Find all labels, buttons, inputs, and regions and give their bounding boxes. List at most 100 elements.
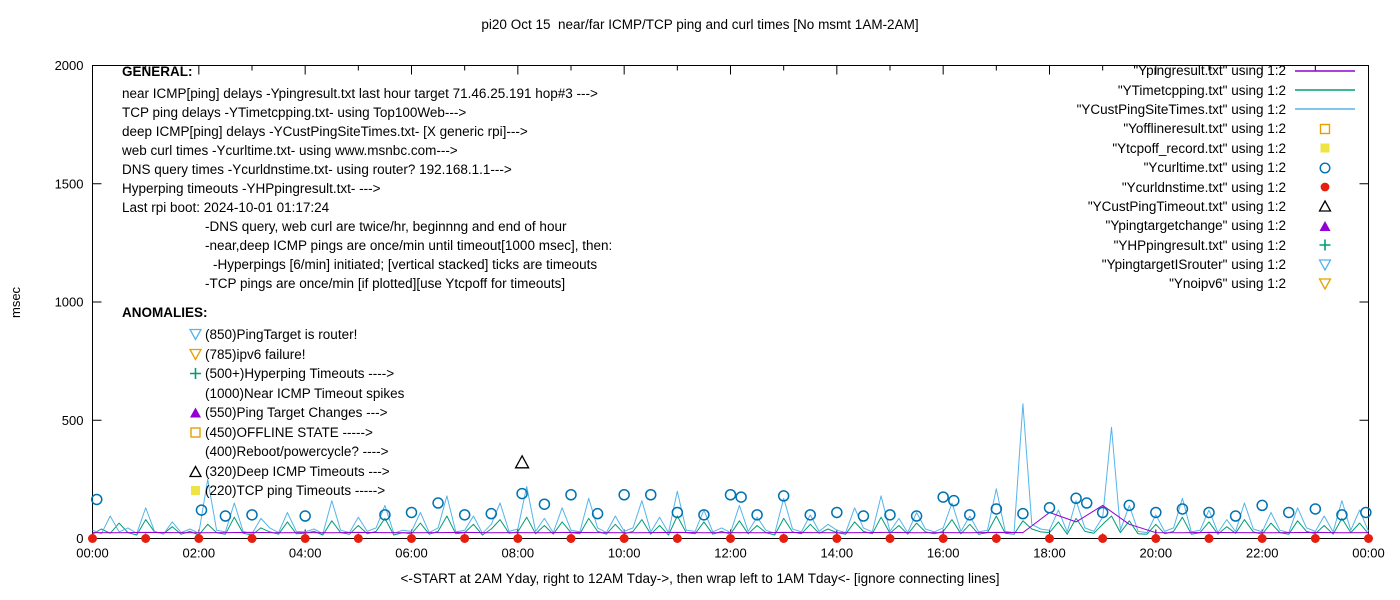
x-tick-label: 10:00 <box>608 546 641 561</box>
general-line: Hyperping timeouts -YHPpingresult.txt- -… <box>122 181 381 196</box>
legend-entry: "YCustPingSiteTimes.txt" using 1:2 <box>1077 100 1356 119</box>
anomaly-item: (500+)Hyperping Timeouts ----> <box>188 364 404 384</box>
anomaly-item: (850)PingTarget is router! <box>188 325 404 345</box>
plus-icon <box>188 367 205 380</box>
anomaly-text: (785)ipv6 failure! <box>205 346 306 362</box>
triangle-open-icon <box>1294 199 1356 213</box>
triangle-open-icon <box>188 464 205 478</box>
legend-entry: "Ypingtargetchange" using 1:2 <box>1077 216 1356 235</box>
legend-entry: "Ycurltime.txt" using 1:2 <box>1077 158 1356 177</box>
legend-entry: "YTimetcpping.txt" using 1:2 <box>1077 80 1356 99</box>
legend-entry: "YHPpingresult.txt" using 1:2 <box>1077 236 1356 255</box>
anomaly-item: (320)Deep ICMP Timeouts ---> <box>188 462 404 482</box>
general-line: near ICMP[ping] delays -Ypingresult.txt … <box>122 86 598 101</box>
general-line: TCP ping delays -YTimetcpping.txt- using… <box>122 105 467 120</box>
x-axis-label: <-START at 2AM Yday, right to 12AM Tday-… <box>400 571 1000 586</box>
anomaly-text: (220)TCP ping Timeouts -----> <box>205 483 386 499</box>
anomaly-item: (550)Ping Target Changes ---> <box>188 403 404 423</box>
x-tick-label: 00:00 <box>1352 546 1385 561</box>
triangle-down-open-icon <box>1294 277 1356 291</box>
anomalies-block: ANOMALIES: (850)PingTarget is router! (78… <box>122 303 404 501</box>
legend-entry: "Yofflineresult.txt" using 1:2 <box>1077 119 1356 138</box>
legend-entry: "Ynoipv6" using 1:2 <box>1077 274 1356 293</box>
general-lines: near ICMP[ping] delays -Ypingresult.txt … <box>122 84 612 293</box>
legend-label: "YCustPingTimeout.txt" using 1:2 <box>1087 198 1286 214</box>
anomaly-text: (550)Ping Target Changes ---> <box>205 405 388 421</box>
legend-entry: "Ypingresult.txt" using 1:2 <box>1077 61 1356 80</box>
legend-line-sample <box>1294 102 1356 116</box>
legend-label: "YpingtargetISrouter" using 1:2 <box>1101 257 1286 273</box>
anomaly-text: (1000)Near ICMP Timeout spikes <box>205 385 405 401</box>
triangle-down-open-icon <box>1294 258 1356 272</box>
legend-label: "Yofflineresult.txt" using 1:2 <box>1123 121 1286 137</box>
legend-label: "YHPpingresult.txt" using 1:2 <box>1113 237 1286 253</box>
x-tick-label: 16:00 <box>927 546 960 561</box>
y-tick-label: 500 <box>62 413 84 428</box>
legend-line-sample <box>1294 83 1356 97</box>
legend: "Ypingresult.txt" using 1:2 "YTimetcpping… <box>1077 61 1356 294</box>
general-line: web curl times -Ycurltime.txt- using www… <box>122 143 458 158</box>
general-line: -Hyperpings [6/min] initiated; [vertical… <box>213 257 598 272</box>
x-tick-label: 12:00 <box>714 546 747 561</box>
anomaly-items: (850)PingTarget is router! (785)ipv6 fail… <box>122 325 404 501</box>
anomalies-heading: ANOMALIES: <box>122 305 208 320</box>
general-line: Last rpi boot: 2024-10-01 01:17:24 <box>122 200 330 215</box>
x-tick-label: 00:00 <box>76 546 109 561</box>
chart-title: pi20 Oct 15 near/far ICMP/TCP ping and c… <box>481 17 919 32</box>
legend-label: "Ytcpoff_record.txt" using 1:2 <box>1112 140 1286 156</box>
anomaly-item: (220)TCP ping Timeouts -----> <box>188 481 404 501</box>
x-tick-label: 08:00 <box>502 546 535 561</box>
markers-YCustPingTimeout.txt <box>514 454 530 469</box>
y-tick-label: 0 <box>76 531 83 546</box>
triangle-filled-icon <box>188 406 205 419</box>
triangle-down-open-icon <box>188 328 205 342</box>
legend-entry: "Ytcpoff_record.txt" using 1:2 <box>1077 139 1356 158</box>
y-tick-label: 1000 <box>55 295 84 310</box>
anomaly-item: (400)Reboot/powercycle? ----> <box>188 442 404 462</box>
square-filled-icon <box>188 484 205 497</box>
general-line: -TCP pings are once/min [if plotted][use… <box>205 276 566 291</box>
legend-entry: "YCustPingTimeout.txt" using 1:2 <box>1077 197 1356 216</box>
legend-label: "Ycurltime.txt" using 1:2 <box>1143 160 1286 176</box>
legend-label: "Ypingresult.txt" using 1:2 <box>1133 63 1286 79</box>
anomaly-text: (850)PingTarget is router! <box>205 327 358 343</box>
anomaly-item: (450)OFFLINE STATE -----> <box>188 423 404 443</box>
general-line: deep ICMP[ping] delays -YCustPingSiteTim… <box>122 124 528 139</box>
x-tick-label: 22:00 <box>1246 546 1279 561</box>
y-tick-label: 2000 <box>55 58 84 73</box>
x-tick-label: 18:00 <box>1033 546 1066 561</box>
legend-line-sample <box>1294 64 1356 78</box>
general-heading: GENERAL: <box>122 64 193 79</box>
legend-entry: "YpingtargetISrouter" using 1:2 <box>1077 255 1356 274</box>
general-block: GENERAL: near ICMP[ping] delays -Ypingre… <box>122 62 612 293</box>
anomaly-item: (1000)Near ICMP Timeout spikes <box>188 384 404 404</box>
square-filled-icon <box>1294 141 1356 155</box>
legend-label: "Ynoipv6" using 1:2 <box>1169 276 1286 292</box>
anomaly-text: (450)OFFLINE STATE -----> <box>205 424 373 440</box>
legend-label: "Ypingtargetchange" using 1:2 <box>1105 218 1286 234</box>
x-axis-ticks: 00:00 02:00 04:00 06:00 08:00 10:00 12:00 14:00… <box>76 65 1385 561</box>
circle-filled-icon <box>1294 180 1356 194</box>
triangle-down-open-icon <box>188 348 205 361</box>
circle-open-icon <box>1294 161 1356 175</box>
general-line: -near,deep ICMP pings are once/min until… <box>205 238 613 253</box>
y-axis-label: msec <box>8 286 23 318</box>
anomaly-item: (785)ipv6 failure! <box>188 345 404 365</box>
x-tick-label: 04:00 <box>289 546 322 561</box>
square-open-icon <box>188 426 205 439</box>
anomaly-text: (320)Deep ICMP Timeouts ---> <box>205 463 390 479</box>
markers-Ycurltime.txt <box>91 487 1372 522</box>
legend-label: "Ycurldnstime.txt" using 1:2 <box>1121 179 1286 195</box>
anomaly-text: (400)Reboot/powercycle? ----> <box>205 444 389 460</box>
legend-label: "YCustPingSiteTimes.txt" using 1:2 <box>1076 101 1286 117</box>
markers-Ycurldnstime.txt <box>88 534 1373 543</box>
legend-entry: "Ycurldnstime.txt" using 1:2 <box>1077 177 1356 196</box>
plus-icon <box>1294 238 1356 252</box>
y-tick-label: 1500 <box>55 176 84 191</box>
series-Ypingresult.txt <box>92 504 1369 534</box>
x-tick-label: 20:00 <box>1140 546 1173 561</box>
general-line: -DNS query, web curl are twice/hr, begin… <box>205 219 567 234</box>
x-tick-label: 06:00 <box>395 546 428 561</box>
